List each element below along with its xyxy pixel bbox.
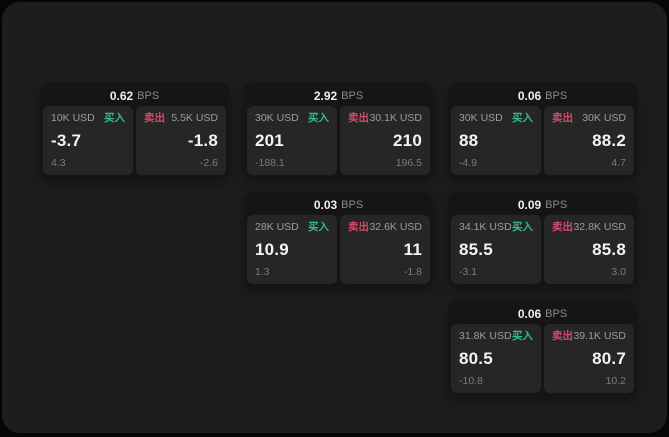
buy-price-value: 201	[255, 131, 284, 150]
buy-delta-value: -3.1	[459, 266, 478, 278]
bps-value: 0.06	[517, 307, 542, 321]
bps-spread-header: 0.09 BPS	[451, 195, 634, 215]
sell-price-tile[interactable]: 卖出 32.6K USD 11 -1.8	[340, 215, 430, 284]
sell-side-label: 卖出	[552, 112, 573, 124]
bps-spread-header: 0.03 BPS	[247, 195, 430, 215]
sell-delta-value: 10.2	[605, 375, 626, 387]
buy-side-label: 买入	[104, 112, 125, 124]
quote-card: 2.92 BPS 30K USD 买入 201 -188.1 卖出 30.1K …	[244, 83, 433, 178]
buy-side-label: 买入	[512, 330, 533, 342]
bps-value: 2.92	[313, 89, 338, 103]
sell-side-label: 卖出	[348, 221, 369, 233]
buy-side-label: 买入	[512, 112, 533, 124]
buy-notional-label: 34.1K USD	[459, 221, 512, 233]
buy-price-value: 85.5	[459, 240, 493, 259]
quote-card: 0.06 BPS 30K USD 买入 88 -4.9 卖出 30K USD 8…	[448, 83, 637, 178]
buy-delta-value: -4.9	[459, 157, 478, 169]
sell-delta-value: 4.7	[611, 157, 626, 169]
buy-notional-label: 10K USD	[51, 112, 95, 124]
buy-price-tile[interactable]: 10K USD 买入 -3.7 4.3	[43, 106, 133, 175]
buy-notional-label: 28K USD	[255, 221, 299, 233]
sell-notional-label: 39.1K USD	[573, 330, 626, 342]
bps-value: 0.03	[313, 198, 338, 212]
sell-delta-value: 196.5	[395, 157, 422, 169]
bps-value: 0.62	[109, 89, 134, 103]
sell-price-tile[interactable]: 卖出 32.8K USD 85.8 3.0	[544, 215, 634, 284]
buy-notional-label: 31.8K USD	[459, 330, 512, 342]
sell-price-value: 88.2	[592, 131, 626, 150]
sell-notional-label: 30K USD	[582, 112, 626, 124]
sell-side-label: 卖出	[144, 112, 165, 124]
buy-side-label: 买入	[308, 221, 329, 233]
sell-price-value: 210	[393, 131, 422, 150]
buy-side-label: 买入	[308, 112, 329, 124]
sell-price-tile[interactable]: 卖出 30K USD 88.2 4.7	[544, 106, 634, 175]
buy-price-value: 88	[459, 131, 479, 150]
sell-notional-label: 30.1K USD	[369, 112, 422, 124]
sell-delta-value: -2.6	[199, 157, 218, 169]
bps-spread-header: 0.06 BPS	[451, 304, 634, 324]
buy-delta-value: 4.3	[51, 157, 66, 169]
quote-card: 0.62 BPS 10K USD 买入 -3.7 4.3 卖出 5.5K USD…	[40, 83, 229, 178]
sell-notional-label: 32.6K USD	[369, 221, 422, 233]
sell-delta-value: 3.0	[611, 266, 626, 278]
quote-card: 0.09 BPS 34.1K USD 买入 85.5 -3.1 卖出 32.8K…	[448, 192, 637, 287]
bps-unit-label: BPS	[341, 90, 364, 102]
sell-price-value: 85.8	[592, 240, 626, 259]
sell-side-label: 卖出	[552, 221, 573, 233]
bps-unit-label: BPS	[545, 308, 568, 320]
sell-price-value: 11	[403, 240, 422, 259]
buy-delta-value: -10.8	[459, 375, 483, 387]
bps-spread-header: 0.06 BPS	[451, 86, 634, 106]
sell-delta-value: -1.8	[403, 266, 422, 278]
bps-value: 0.09	[517, 198, 542, 212]
buy-price-value: 80.5	[459, 349, 493, 368]
bps-spread-header: 0.62 BPS	[43, 86, 226, 106]
sell-side-label: 卖出	[348, 112, 369, 124]
buy-notional-label: 30K USD	[459, 112, 503, 124]
sell-notional-label: 32.8K USD	[573, 221, 626, 233]
sell-notional-label: 5.5K USD	[171, 112, 218, 124]
buy-price-tile[interactable]: 31.8K USD 买入 80.5 -10.8	[451, 324, 541, 393]
bps-unit-label: BPS	[341, 199, 364, 211]
sell-price-tile[interactable]: 卖出 5.5K USD -1.8 -2.6	[136, 106, 226, 175]
buy-delta-value: -188.1	[255, 157, 285, 169]
buy-price-tile[interactable]: 28K USD 买入 10.9 1.3	[247, 215, 337, 284]
bps-unit-label: BPS	[137, 90, 160, 102]
bps-unit-label: BPS	[545, 199, 568, 211]
buy-notional-label: 30K USD	[255, 112, 299, 124]
quote-card: 0.03 BPS 28K USD 买入 10.9 1.3 卖出 32.6K US…	[244, 192, 433, 287]
sell-price-value: -1.8	[187, 131, 218, 150]
bps-unit-label: BPS	[545, 90, 568, 102]
quote-card: 0.06 BPS 31.8K USD 买入 80.5 -10.8 卖出 39.1…	[448, 301, 637, 396]
bps-spread-header: 2.92 BPS	[247, 86, 430, 106]
sell-price-tile[interactable]: 卖出 39.1K USD 80.7 10.2	[544, 324, 634, 393]
buy-price-tile[interactable]: 30K USD 买入 201 -188.1	[247, 106, 337, 175]
buy-side-label: 买入	[512, 221, 533, 233]
buy-price-tile[interactable]: 30K USD 买入 88 -4.9	[451, 106, 541, 175]
sell-price-value: 80.7	[592, 349, 626, 368]
buy-price-value: -3.7	[51, 131, 82, 150]
buy-delta-value: 1.3	[255, 266, 270, 278]
sell-price-tile[interactable]: 卖出 30.1K USD 210 196.5	[340, 106, 430, 175]
buy-price-tile[interactable]: 34.1K USD 买入 85.5 -3.1	[451, 215, 541, 284]
buy-price-value: 10.9	[255, 240, 289, 259]
bps-value: 0.06	[517, 89, 542, 103]
sell-side-label: 卖出	[552, 330, 573, 342]
